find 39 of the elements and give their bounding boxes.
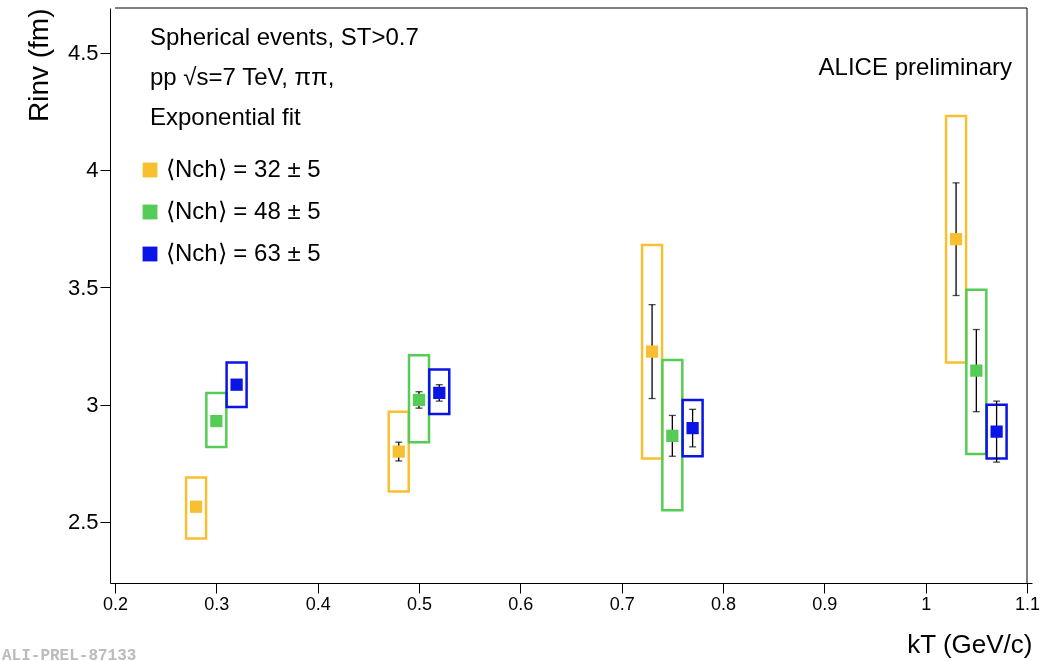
annotation: Spherical events, ST>0.7 [150,23,419,50]
point [392,445,405,458]
x-tick-label: 0.6 [508,593,534,614]
y-tick-label: 2.5 [67,509,99,535]
y-tick-label: 3 [86,392,99,418]
y-tick-label: 4.5 [67,40,99,66]
x-axis-title: kT (GeV/c) [907,628,1033,659]
x-tick-label: 0.8 [710,593,737,614]
x-tick-label: 1 [921,593,932,614]
point [645,345,659,358]
bar [225,361,248,409]
annotation: ALICE preliminary [818,53,1012,80]
x-tick-label: 0.2 [102,593,129,614]
x-tick-label: 0.4 [305,593,331,614]
point [666,429,679,442]
point [686,421,699,435]
legend-label: ⟨Nch⟩ = 48 ± 5 [166,197,321,224]
point [970,364,983,377]
annotation: Exponential fit [150,103,302,130]
bar [985,403,1008,460]
x-tick-label: 0.9 [812,593,838,614]
point [990,425,1003,438]
legend-label: ⟨Nch⟩ = 63 ± 5 [166,239,321,266]
x-tick-label: 0.3 [204,593,230,614]
bar [428,368,451,416]
bar [681,398,704,458]
bar [184,476,208,540]
y-axis-title: Rinv (fm) [22,8,54,123]
text: ALI-PREL-87133 [2,647,137,661]
annotation: pp √s=7 TeV, ππ, [150,63,335,90]
y-tick-label: 3.5 [67,274,99,300]
x-tick-label: 1.1 [1014,593,1041,614]
y-tick-label: 4 [86,157,99,183]
point [949,233,963,246]
x-tick-label: 0.7 [609,593,635,614]
x-tick-label: 0.5 [406,593,433,614]
legend-label: ⟨Nch⟩ = 32 ± 5 [166,155,321,182]
point [189,500,203,513]
point [210,414,223,428]
